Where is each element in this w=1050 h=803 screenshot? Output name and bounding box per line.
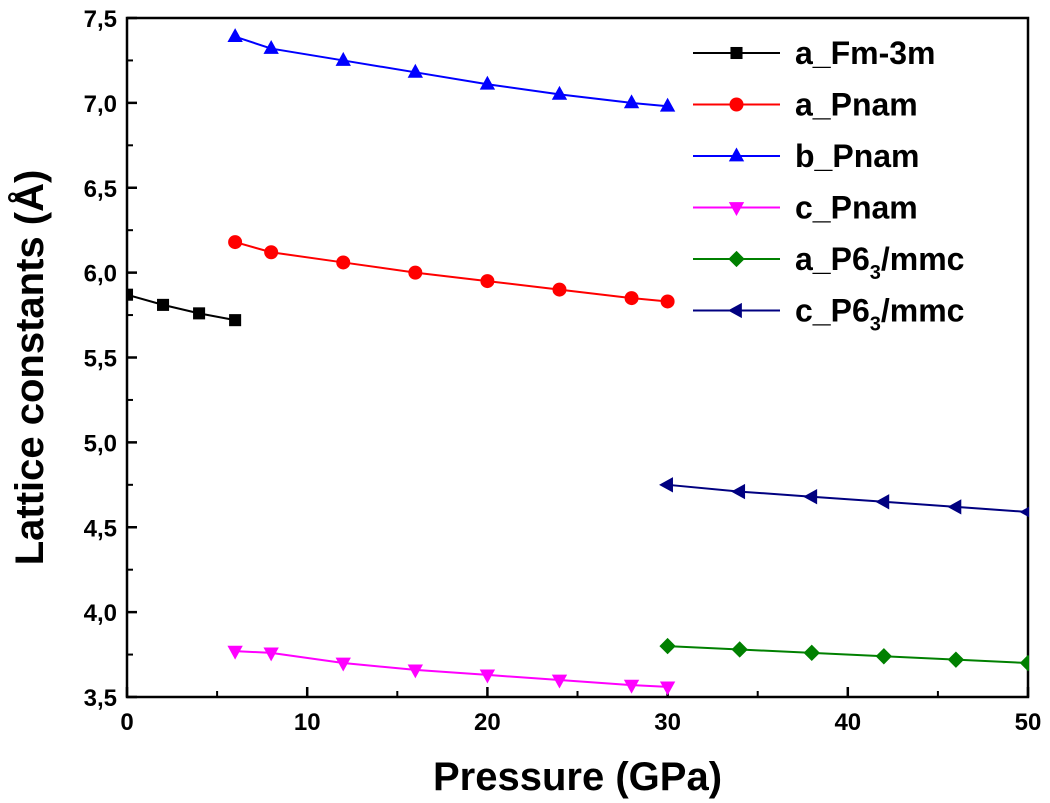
data-point bbox=[264, 245, 279, 260]
legend-marker bbox=[729, 97, 744, 112]
series-c_Pnam bbox=[227, 645, 676, 696]
data-point bbox=[660, 294, 675, 309]
y-tick-label: 7,0 bbox=[84, 91, 117, 118]
data-point bbox=[659, 681, 676, 696]
data-point bbox=[659, 637, 676, 655]
series-line bbox=[234, 241, 668, 303]
data-point bbox=[227, 645, 243, 660]
y-tick-label: 4,5 bbox=[84, 515, 117, 542]
legend-label: a_P63/mmc bbox=[795, 241, 964, 284]
data-point bbox=[157, 298, 170, 311]
legend-marker bbox=[728, 147, 745, 162]
legend-label: a_Fm-3m bbox=[795, 35, 936, 71]
series-c_P6_3/mmc bbox=[659, 477, 1029, 518]
series-b_Pnam bbox=[227, 28, 676, 112]
legend-marker bbox=[727, 302, 742, 319]
legend-marker bbox=[728, 250, 745, 268]
legend-item: a_Fm-3m bbox=[693, 35, 936, 71]
series-line bbox=[235, 650, 668, 688]
axis-ticks: 0 10 20 30 40 50 3,5 4,0 4,5 5,0 5,5 6,0 6,5 7,0 7,5 bbox=[84, 6, 1042, 736]
series-a_Pnam bbox=[228, 235, 675, 309]
legend-label: b_Pnam bbox=[795, 138, 919, 174]
legend-marker bbox=[728, 202, 745, 217]
x-tick-label: 50 bbox=[1015, 709, 1042, 736]
data-point bbox=[480, 274, 495, 289]
y-tick-label: 3,5 bbox=[84, 685, 117, 712]
data-point bbox=[947, 499, 962, 515]
data-point bbox=[407, 664, 423, 679]
data-point bbox=[731, 641, 748, 658]
series-line bbox=[667, 483, 1029, 513]
y-tick-label: 4,0 bbox=[84, 600, 117, 627]
y-tick-label: 6,0 bbox=[84, 261, 117, 288]
legend-label: c_Pnam bbox=[795, 190, 918, 226]
x-tick-label: 10 bbox=[294, 709, 321, 736]
series-line bbox=[234, 35, 668, 108]
data-point bbox=[551, 85, 568, 100]
legend-item: a_P63/mmc bbox=[693, 241, 964, 284]
data-point bbox=[803, 489, 818, 505]
data-point bbox=[336, 255, 351, 270]
legend-item: c_Pnam bbox=[693, 190, 918, 226]
legend-item: c_P63/mmc bbox=[693, 293, 964, 336]
data-point bbox=[407, 63, 423, 78]
legend-label: a_Pnam bbox=[795, 87, 918, 123]
legend-item: b_Pnam bbox=[693, 138, 919, 174]
y-tick-label: 5,5 bbox=[84, 346, 117, 373]
x-tick-label: 0 bbox=[120, 709, 133, 736]
y-tick-label: 5,0 bbox=[84, 430, 117, 457]
data-point bbox=[803, 644, 820, 662]
data-point bbox=[623, 94, 640, 109]
data-point bbox=[875, 494, 890, 510]
x-tick-label: 30 bbox=[654, 709, 681, 736]
legend: a_Fm-3m a_Pnam b_Pnam c_Pnam a_P63/mmc c_P63/… bbox=[693, 35, 964, 336]
data-point bbox=[193, 307, 206, 320]
data-point bbox=[479, 75, 496, 90]
x-axis-title: Pressure (GPa) bbox=[433, 755, 722, 799]
series-a_P6_3/mmc bbox=[659, 637, 1029, 672]
y-tick-label: 7,5 bbox=[84, 6, 117, 33]
legend-label: c_P63/mmc bbox=[795, 293, 964, 336]
data-point bbox=[552, 282, 567, 297]
series-a_Fm-3m bbox=[126, 288, 242, 327]
data-point bbox=[228, 235, 243, 250]
data-point bbox=[263, 647, 279, 662]
data-point bbox=[1019, 654, 1029, 672]
data-point bbox=[229, 314, 242, 327]
data-point bbox=[731, 483, 746, 500]
x-tick-label: 20 bbox=[474, 709, 501, 736]
data-point bbox=[263, 40, 279, 54]
y-axis-title: Lattice constants (Å) bbox=[7, 170, 52, 566]
data-point bbox=[623, 679, 640, 694]
data-point bbox=[126, 288, 134, 301]
y-tick-label: 6,5 bbox=[84, 176, 117, 203]
legend-marker bbox=[730, 46, 743, 60]
series-layer bbox=[126, 28, 1029, 696]
data-point bbox=[624, 291, 639, 306]
legend-item: a_Pnam bbox=[693, 87, 918, 123]
series-line bbox=[667, 645, 1029, 665]
data-point bbox=[479, 669, 496, 684]
data-point bbox=[659, 97, 676, 112]
series-line bbox=[126, 293, 236, 322]
data-point bbox=[227, 28, 243, 43]
data-point bbox=[1019, 506, 1029, 518]
data-point bbox=[659, 477, 673, 493]
data-point bbox=[551, 674, 568, 689]
data-point bbox=[335, 657, 351, 672]
data-point bbox=[335, 51, 351, 66]
data-point bbox=[947, 651, 965, 668]
data-point bbox=[875, 648, 893, 665]
data-point bbox=[408, 265, 423, 280]
x-tick-label: 40 bbox=[834, 709, 861, 736]
